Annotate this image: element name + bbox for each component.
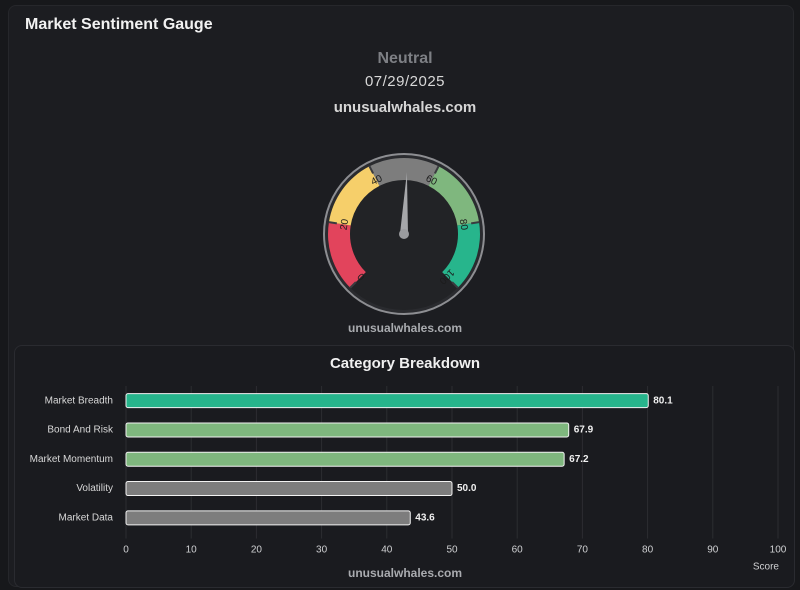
chart-watermark-label: unusualwhales.com: [347, 566, 463, 580]
bar-value-label-1: 67.9: [574, 425, 594, 436]
gauge-band-4: [442, 222, 480, 288]
gauge-band-1: [328, 166, 380, 226]
gauge-tick-label-3: 60: [424, 173, 439, 188]
x-tick-label-6: 60: [512, 545, 524, 556]
x-tick-label-7: 70: [577, 545, 589, 556]
gauge-tick-5: [451, 281, 459, 289]
gauge-band-3: [428, 166, 480, 226]
bar-4: [125, 510, 411, 526]
category-label-0: Market Breadth: [45, 395, 113, 406]
bar-1: [125, 422, 570, 438]
x-tick-label-3: 30: [316, 545, 328, 556]
x-tick-label-0: 0: [123, 545, 129, 556]
category-label-3: Volatility: [76, 483, 113, 494]
gauge-tick-label-4: 80: [457, 218, 470, 231]
bar-value-label-2: 67.2: [569, 454, 589, 465]
category-bar-chart: 0 10 20 30 40 50 60 70 80 90 100 Score Market Breadt…: [30, 386, 787, 571]
bar-value-label-0: 80.1: [653, 395, 673, 406]
x-tick-label-4: 40: [381, 545, 393, 556]
site-label: unusualwhales.com: [333, 99, 477, 116]
x-axis-title: Score: [753, 562, 780, 571]
x-tick-label-9: 90: [707, 545, 719, 556]
gauge-needle: [400, 172, 408, 235]
category-label-2: Market Momentum: [30, 454, 113, 465]
bar-3: [125, 481, 453, 497]
x-tick-label-8: 80: [642, 545, 654, 556]
sentiment-label: Neutral: [377, 50, 433, 67]
sentiment-date: 07/29/2025: [364, 73, 446, 90]
gauge-needle-hub: [399, 229, 409, 239]
gauge-band-2: [369, 158, 439, 186]
bar-value-label-4: 43.6: [415, 512, 435, 523]
card-title: Market Sentiment Gauge: [25, 16, 213, 33]
gauge-tick-label-1: 20: [339, 218, 352, 231]
gauge-tick-4: [471, 221, 480, 225]
bar-2: [125, 451, 565, 467]
bar-value-label-3: 50.0: [457, 483, 477, 494]
gauge-tick-3: [433, 165, 440, 174]
gauge-tick-1: [328, 221, 337, 225]
breakdown-title: Category Breakdown: [329, 355, 481, 372]
category-label-1: Bond And Risk: [47, 425, 114, 436]
gauge-tick-2: [368, 165, 375, 174]
x-tick-label-1: 10: [186, 545, 198, 556]
gauge-tick-0: [349, 281, 357, 289]
gauge-watermark-label: unusualwhales.com: [347, 321, 463, 335]
category-label-4: Market Data: [59, 512, 114, 523]
gauge-band-0: [328, 222, 366, 288]
x-tick-label-5: 50: [446, 545, 458, 556]
x-tick-label-10: 100: [770, 545, 787, 556]
bar-0: [125, 393, 649, 409]
x-tick-label-2: 20: [251, 545, 263, 556]
gauge-tick-label-2: 40: [369, 173, 384, 188]
